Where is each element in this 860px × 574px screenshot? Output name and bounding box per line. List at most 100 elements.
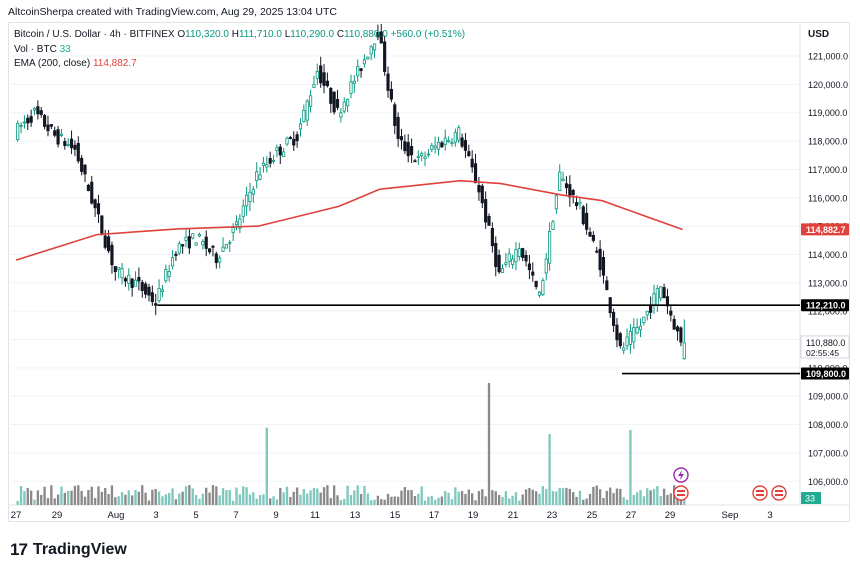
candle-body bbox=[63, 141, 67, 146]
volume-bar bbox=[662, 488, 666, 505]
tradingview-logo[interactable]: 17 TradingView bbox=[10, 540, 127, 560]
candle-body bbox=[655, 288, 659, 306]
candle-body bbox=[396, 116, 400, 139]
volume-badge[interactable]: 33 bbox=[801, 492, 821, 504]
candle-body bbox=[507, 253, 511, 262]
candle-body bbox=[389, 88, 393, 100]
volume-bar bbox=[110, 485, 114, 505]
price-tick-label: 119,000.0 bbox=[808, 108, 847, 118]
ema-price-badge[interactable]: 114,882.7 bbox=[801, 223, 849, 236]
candle-body bbox=[649, 305, 653, 313]
volume-bar bbox=[403, 487, 407, 505]
candle-body bbox=[433, 145, 437, 149]
candle-body bbox=[120, 268, 124, 279]
economic-event-flag-icon[interactable] bbox=[771, 485, 787, 501]
currency-label[interactable]: USD bbox=[808, 29, 830, 40]
candle-body bbox=[315, 71, 319, 79]
volume-bar bbox=[265, 427, 268, 505]
volume-bar bbox=[454, 487, 457, 505]
candle-body bbox=[369, 46, 373, 55]
volume-bar bbox=[548, 434, 551, 505]
time-tick-label: 5 bbox=[193, 510, 198, 521]
volume-bar bbox=[67, 490, 70, 505]
volume-bar bbox=[90, 486, 93, 505]
volume-bar bbox=[114, 497, 117, 505]
volume-bar bbox=[272, 496, 275, 505]
candle-body bbox=[571, 190, 575, 196]
candle-body bbox=[537, 291, 542, 296]
volume-bar bbox=[147, 500, 151, 505]
volume-bar bbox=[56, 494, 60, 505]
volume-bar bbox=[565, 487, 568, 505]
volume-bar bbox=[359, 494, 363, 505]
candle-body bbox=[430, 145, 434, 150]
ema-label: EMA (200, close) bbox=[14, 58, 91, 69]
candle-body bbox=[517, 248, 521, 257]
resistance-price-badge[interactable]: 112,210.0 bbox=[801, 299, 849, 312]
candle-body bbox=[228, 241, 232, 244]
candle-body bbox=[534, 280, 538, 288]
time-tick-label: 21 bbox=[508, 510, 519, 521]
candle-body bbox=[90, 181, 94, 204]
candle-body bbox=[43, 115, 47, 127]
volume-badge-bg bbox=[801, 492, 821, 504]
legend-ema-row[interactable]: EMA (200, close) 114,882.7 bbox=[14, 57, 465, 72]
chart-frame[interactable] bbox=[8, 22, 850, 522]
volume-bar bbox=[97, 486, 100, 505]
economic-event-flag-icon-flag-stripe bbox=[775, 492, 783, 494]
volume-bar bbox=[201, 493, 205, 505]
volume-bar bbox=[642, 496, 646, 505]
candle-body bbox=[339, 112, 343, 118]
volume-bar bbox=[511, 495, 514, 505]
price-tick-label: 120,000.0 bbox=[808, 80, 848, 90]
volume-bar bbox=[130, 495, 134, 505]
candle-body bbox=[349, 81, 353, 94]
volume-bar bbox=[444, 491, 447, 505]
volume-bar bbox=[262, 494, 265, 505]
candle-body bbox=[386, 73, 390, 91]
candle-body bbox=[521, 248, 525, 258]
volume-bar bbox=[332, 485, 336, 505]
time-tick-label: 27 bbox=[626, 510, 637, 521]
candle-body bbox=[238, 218, 242, 229]
legend-symbol-row[interactable]: Bitcoin / U.S. Dollar · 4h · BITFINEX O1… bbox=[14, 28, 465, 43]
legend-volume-row[interactable]: Vol · BTC 33 bbox=[14, 43, 465, 58]
symbol-name: Bitcoin / U.S. Dollar · 4h · BITFINEX bbox=[14, 29, 175, 40]
volume-bar bbox=[639, 490, 642, 505]
candle-body bbox=[275, 147, 279, 151]
candle-body bbox=[16, 122, 20, 141]
candle-body bbox=[500, 268, 505, 273]
economic-event-flag-icon[interactable] bbox=[673, 485, 689, 501]
last-price-badge[interactable]: 110,880.002:55:45 bbox=[800, 335, 850, 359]
volume-bar bbox=[245, 487, 248, 505]
economic-event-flag-icon[interactable] bbox=[752, 485, 768, 501]
volume-bar bbox=[635, 492, 639, 505]
volume-bar bbox=[242, 486, 245, 505]
candle-body bbox=[251, 189, 255, 195]
news-event-icon[interactable] bbox=[673, 467, 689, 483]
candle-body bbox=[241, 205, 245, 218]
volume-bar bbox=[592, 486, 595, 505]
volume-bar bbox=[578, 490, 582, 505]
volume-bar bbox=[26, 488, 29, 505]
candle-body bbox=[551, 221, 555, 230]
last-price-text: 110,880.0 bbox=[806, 338, 845, 348]
volume-bar bbox=[356, 485, 359, 505]
candle-body bbox=[524, 255, 528, 262]
candle-body bbox=[83, 164, 87, 175]
candle-body bbox=[167, 271, 171, 277]
volume-bar bbox=[501, 496, 504, 505]
support-price-badge[interactable]: 109,800.0 bbox=[801, 367, 849, 380]
candle-body bbox=[477, 185, 481, 193]
candle-body bbox=[585, 212, 589, 230]
volume-bar bbox=[228, 490, 231, 505]
candle-body bbox=[558, 171, 562, 192]
volume-bar bbox=[363, 485, 366, 505]
volume-bar bbox=[306, 493, 309, 505]
volume-bar bbox=[181, 491, 184, 505]
volume-bar bbox=[656, 486, 659, 505]
candle-body bbox=[568, 184, 572, 198]
candle-body bbox=[457, 127, 461, 141]
volume-bar bbox=[393, 496, 396, 505]
